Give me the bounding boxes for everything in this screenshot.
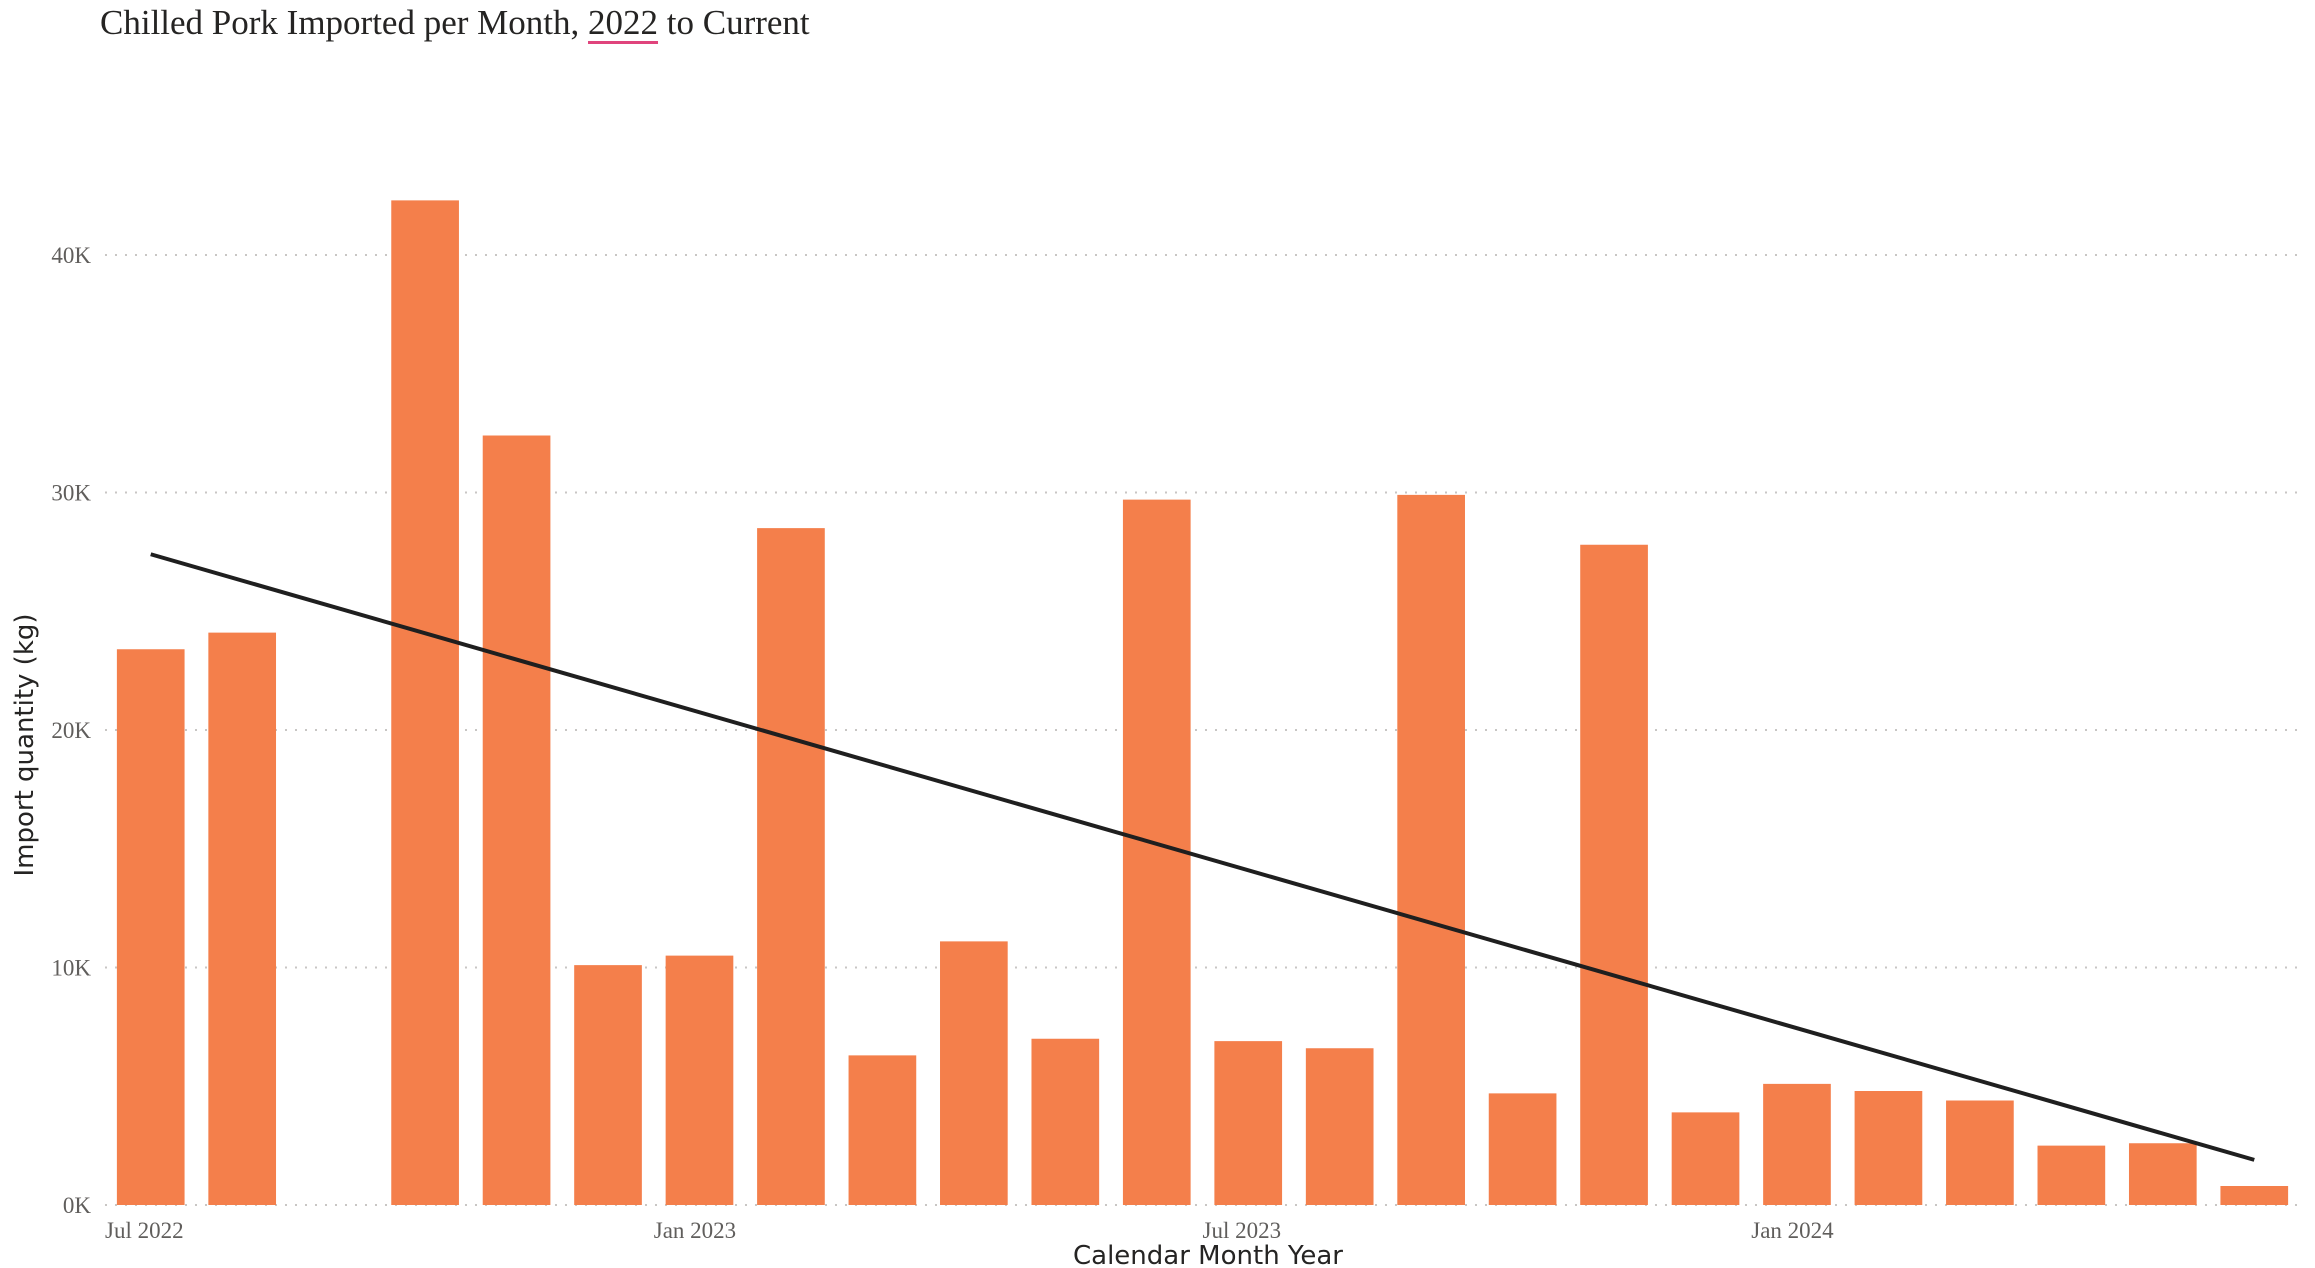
y-axis-title: Import quantity (kg) [10,613,40,876]
bar[interactable] [2220,1186,2289,1205]
y-tick-label: 10K [51,956,91,981]
bar[interactable] [1946,1100,2014,1206]
x-tick-label: Jan 2024 [1751,1218,1834,1243]
bar[interactable] [1488,1093,1557,1205]
bar[interactable] [391,200,459,1205]
title-prefix: Chilled Pork Imported per Month, [100,3,589,42]
y-tick-label: 0K [63,1193,92,1218]
bars [116,200,2289,1206]
bar[interactable] [1580,544,1648,1205]
chart-title: Chilled Pork Imported per Month, 2022 to… [100,0,810,46]
bar[interactable] [1397,494,1465,1205]
x-tick-label: Jul 2022 [105,1218,184,1243]
y-axis-ticks: 0K 10K 20K 30K 40K [51,243,91,1218]
bar[interactable] [665,955,734,1205]
bar[interactable] [1854,1091,1923,1205]
bar[interactable] [940,941,1008,1205]
bar[interactable] [1214,1041,1283,1205]
bar[interactable] [1763,1083,1831,1205]
title-suffix: to Current [658,3,810,42]
y-tick-label: 40K [51,243,91,268]
bar[interactable] [482,435,551,1206]
bar[interactable] [757,528,825,1205]
x-axis-ticks: Jul 2022 Jan 2023 Jul 2023 Jan 2024 [105,1218,1834,1243]
bar[interactable] [1305,1048,1374,1205]
bar[interactable] [574,965,642,1205]
x-axis-title: Calendar Month Year [1073,1241,1343,1268]
x-tick-label: Jul 2023 [1203,1218,1282,1243]
y-tick-label: 30K [51,481,91,506]
trendline-group [150,552,2255,1162]
bar[interactable] [1671,1112,1740,1205]
bar[interactable] [1031,1038,1100,1205]
bar[interactable] [848,1055,917,1205]
title-year: 2022 [588,3,659,42]
y-tick-label: 20K [51,718,91,743]
bar[interactable] [116,649,185,1205]
bar[interactable] [208,632,277,1205]
bar[interactable] [2128,1143,2197,1205]
x-tick-label: Jan 2023 [654,1218,736,1243]
bar[interactable] [2037,1145,2106,1205]
trend-line [150,552,2255,1162]
